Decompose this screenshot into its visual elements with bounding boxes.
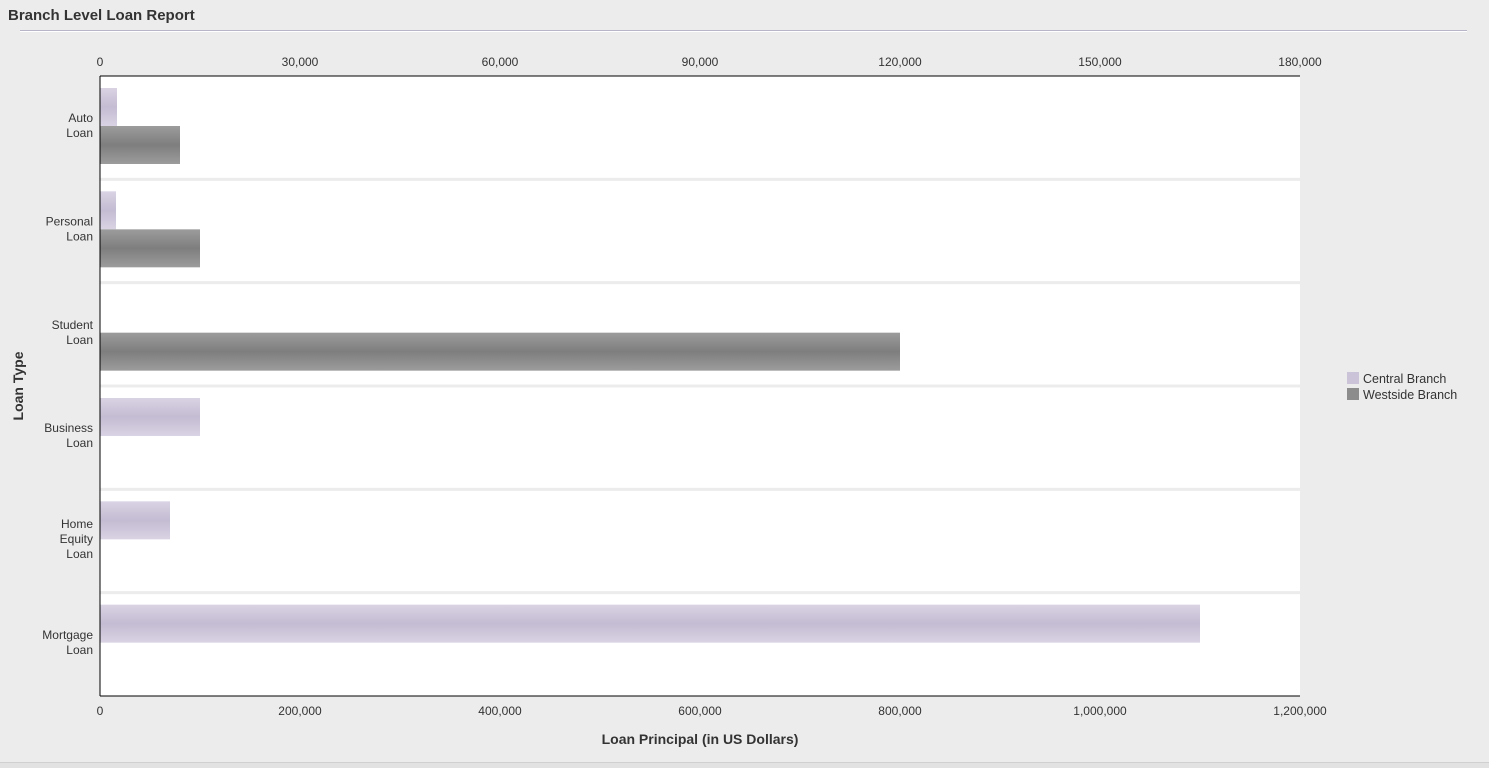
category-label: Auto Loan <box>66 111 93 140</box>
bar-westside <box>100 126 180 164</box>
x-tick-label-bottom: 800,000 <box>878 704 922 718</box>
x-tick-label-top: 30,000 <box>282 55 319 69</box>
legend-swatch-central <box>1347 372 1359 384</box>
panel-title: Branch Level Loan Report <box>8 7 195 24</box>
x-tick-label-bottom: 0 <box>97 704 104 718</box>
x-tick-label-top: 90,000 <box>682 55 719 69</box>
bar-westside <box>100 229 200 268</box>
x-axis-title: Loan Principal (in US Dollars) <box>602 731 799 747</box>
category-label: Home Equity Loan <box>60 517 94 561</box>
x-tick-label-bottom: 600,000 <box>678 704 722 718</box>
category-label: Student Loan <box>52 318 94 347</box>
category-label: Personal Loan <box>46 215 93 244</box>
legend-swatch-westside <box>1347 388 1359 400</box>
legend-label-westside: Westside Branch <box>1363 388 1457 402</box>
x-tick-label-top: 120,000 <box>878 55 922 69</box>
x-tick-label-bottom: 1,000,000 <box>1073 704 1127 718</box>
category-label: Mortgage Loan <box>42 628 93 657</box>
x-tick-label-top: 60,000 <box>482 55 519 69</box>
y-axis-title: Loan Type <box>10 351 26 420</box>
x-tick-label-top: 180,000 <box>1278 55 1322 69</box>
bottom-scroll-strip <box>0 762 1489 768</box>
x-tick-label-bottom: 1,200,000 <box>1273 704 1327 718</box>
x-tick-label-bottom: 400,000 <box>478 704 522 718</box>
bar-central <box>100 501 170 540</box>
bar-central <box>100 604 1200 643</box>
x-tick-label-bottom: 200,000 <box>278 704 322 718</box>
category-label: Business Loan <box>44 421 93 450</box>
bar-central <box>100 88 117 126</box>
title-divider <box>20 30 1467 32</box>
bar-central <box>100 191 116 230</box>
legend-label-central: Central Branch <box>1363 372 1446 386</box>
bar-westside <box>100 332 900 371</box>
bar-central <box>100 398 200 436</box>
x-tick-label-top: 150,000 <box>1078 55 1122 69</box>
x-tick-label-top: 0 <box>97 55 104 69</box>
